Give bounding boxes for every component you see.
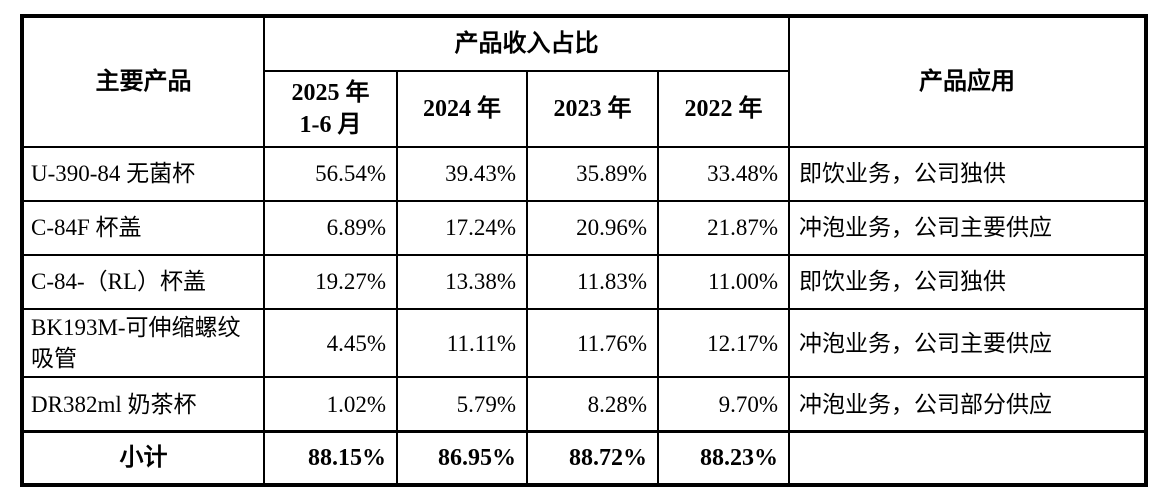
table-row: C-84-（RL）杯盖 19.27% 13.38% 11.83% 11.00% … [21,254,1147,310]
header-period-2025-h1: 2025 年 1-6 月 [263,70,398,148]
subtotal-value-cell: 88.72% [526,430,659,487]
application-cell: 冲泡业务，公司主要供应 [788,200,1147,256]
application-cell: 即饮业务，公司独供 [788,254,1147,310]
value-cell: 56.54% [263,146,398,202]
application-cell: 即饮业务，公司独供 [788,146,1147,202]
header-period-2022: 2022 年 [657,70,790,148]
value-cell: 35.89% [526,146,659,202]
value-cell: 11.11% [396,307,528,379]
subtotal-application-cell [788,430,1147,487]
header-period-2024: 2024 年 [396,70,528,148]
value-cell: 33.48% [657,146,790,202]
table-header: 主要产品 产品收入占比 产品应用 2025 年 1-6 月 2024 年 202… [21,15,1147,148]
subtotal-label-cell: 小计 [21,430,265,487]
product-revenue-table: 主要产品 产品收入占比 产品应用 2025 年 1-6 月 2024 年 202… [20,14,1148,488]
header-revenue-share-group: 产品收入占比 [263,15,790,72]
header-period-2023: 2023 年 [526,70,659,148]
value-cell: 6.89% [263,200,398,256]
product-name-cell: C-84-（RL）杯盖 [21,254,265,310]
application-cell: 冲泡业务，公司主要供应 [788,307,1147,379]
application-cell: 冲泡业务，公司部分供应 [788,376,1147,433]
subtotal-value-cell: 88.15% [263,430,398,487]
value-cell: 8.28% [526,376,659,433]
table-row: U-390-84 无菌杯 56.54% 39.43% 35.89% 33.48%… [21,146,1147,202]
subtotal-row: 小计 88.15% 86.95% 88.72% 88.23% [21,430,1147,487]
value-cell: 1.02% [263,376,398,433]
table-row: BK193M-可伸缩螺纹吸管 4.45% 11.11% 11.76% 12.17… [21,307,1147,379]
header-row-group: 主要产品 产品收入占比 产品应用 [21,15,1147,148]
product-name-cell: BK193M-可伸缩螺纹吸管 [21,307,265,379]
value-cell: 19.27% [263,254,398,310]
product-name-cell: U-390-84 无菌杯 [21,146,265,202]
subtotal-value-cell: 88.23% [657,430,790,487]
value-cell: 9.70% [657,376,790,433]
value-cell: 11.76% [526,307,659,379]
table-row: C-84F 杯盖 6.89% 17.24% 20.96% 21.87% 冲泡业务… [21,200,1147,256]
product-name-cell: DR382ml 奶茶杯 [21,376,265,433]
value-cell: 12.17% [657,307,790,379]
value-cell: 20.96% [526,200,659,256]
value-cell: 13.38% [396,254,528,310]
header-row-periods: 2025 年 1-6 月 2024 年 2023 年 2022 年 [22,70,1146,148]
value-cell: 39.43% [396,146,528,202]
value-cell: 21.87% [657,200,790,256]
subtotal-value-cell: 86.95% [396,430,528,487]
table-body: U-390-84 无菌杯 56.54% 39.43% 35.89% 33.48%… [21,146,1147,487]
value-cell: 11.00% [657,254,790,310]
value-cell: 11.83% [526,254,659,310]
value-cell: 4.45% [263,307,398,379]
table-row: DR382ml 奶茶杯 1.02% 5.79% 8.28% 9.70% 冲泡业务… [21,376,1147,433]
header-main-product: 主要产品 [21,15,265,148]
value-cell: 5.79% [396,376,528,433]
product-name-cell: C-84F 杯盖 [21,200,265,256]
header-product-application: 产品应用 [788,15,1147,148]
value-cell: 17.24% [396,200,528,256]
